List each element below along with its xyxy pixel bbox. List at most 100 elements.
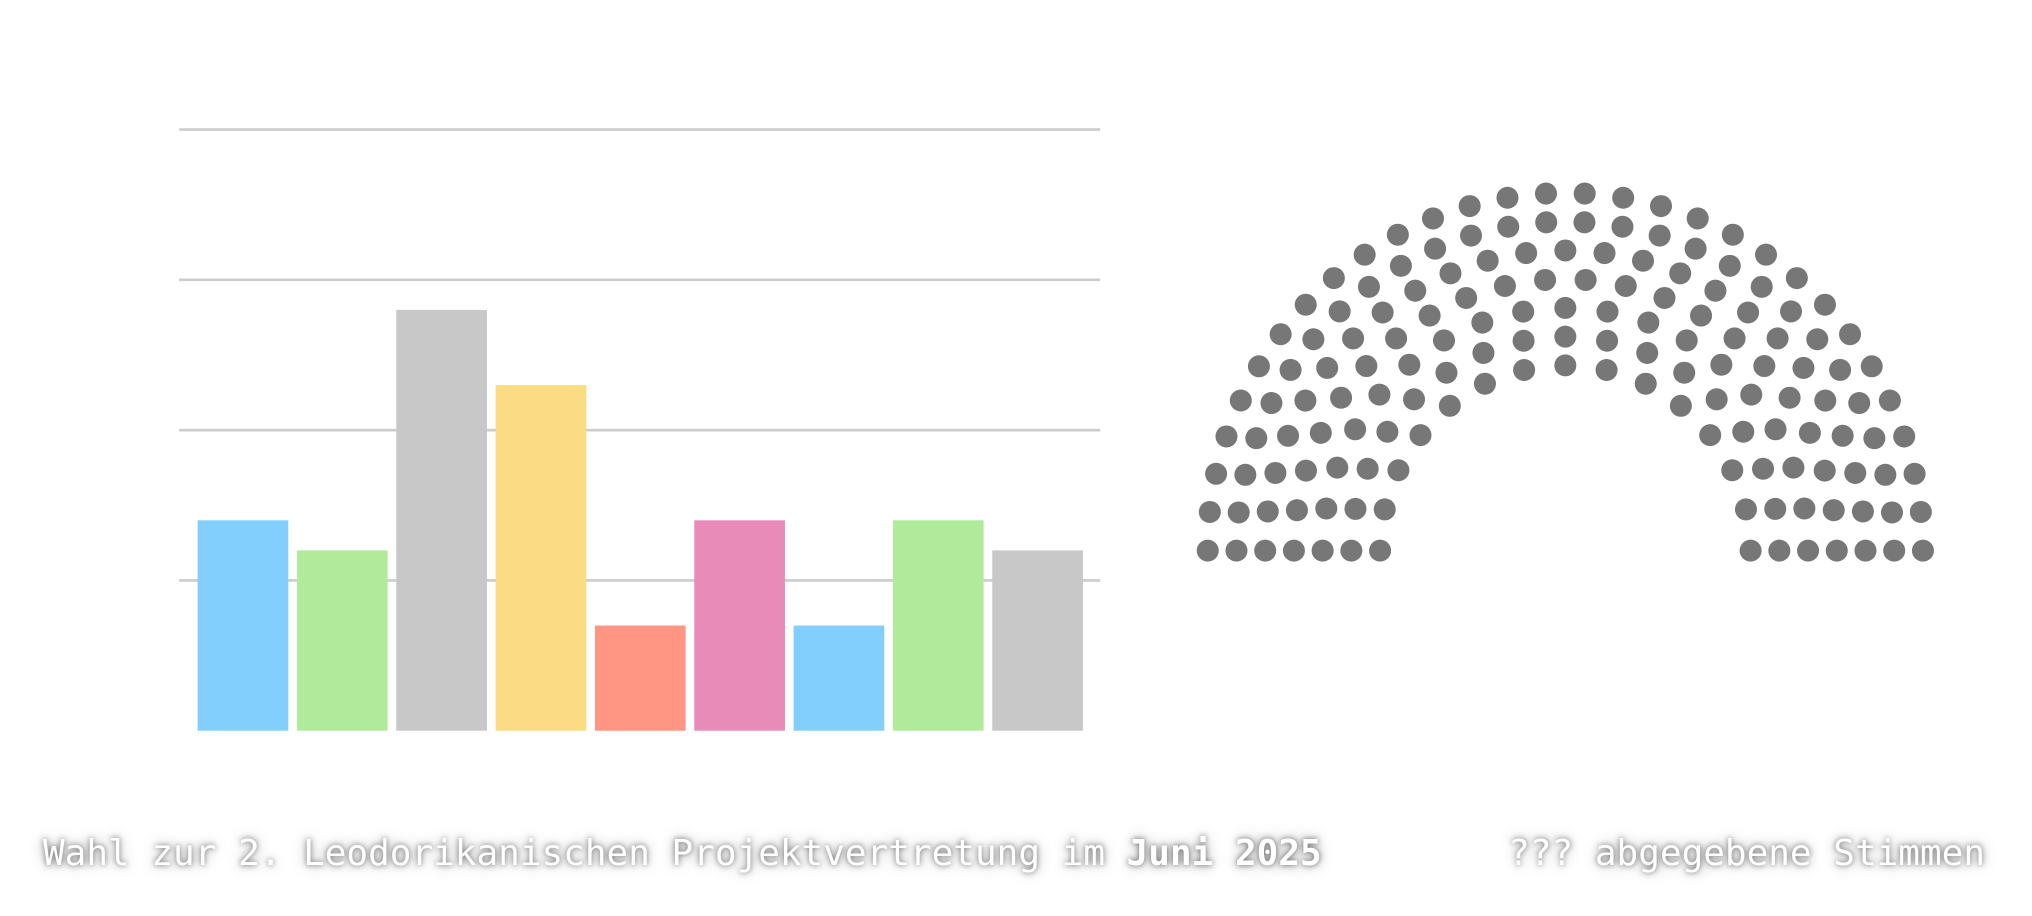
seat [1294,459,1317,482]
seat [1848,392,1871,415]
seat [1874,463,1897,486]
seat [1614,274,1637,298]
bar [197,520,289,731]
seat [1782,456,1805,479]
seat [1705,388,1728,411]
seat [1596,300,1619,323]
seat [1496,186,1519,209]
seat [1739,539,1762,562]
seat [1353,243,1376,266]
seat [1227,501,1250,524]
seat [1766,327,1789,350]
seat [1247,355,1270,378]
seat [1512,329,1535,352]
seat [1669,394,1692,417]
seat [1472,341,1495,364]
caption-text: Wahl zur 2. Leodorikanischen Projektvert… [43,833,1106,874]
seat [1798,421,1821,444]
seat [1471,311,1494,334]
seat [1294,389,1317,412]
seat [1593,242,1616,265]
seat [1653,286,1676,309]
seat [1851,500,1874,523]
seat [1825,539,1848,562]
seat [1458,195,1481,218]
seat [1778,386,1801,409]
seat [1648,224,1671,247]
seat [1473,372,1496,395]
seat [1534,182,1557,205]
seat [1753,355,1776,378]
seat [1309,421,1332,444]
seat [1596,329,1619,352]
seat [1277,424,1300,447]
seat [1460,224,1483,247]
seat [1513,358,1536,382]
seat [1344,497,1367,520]
seat [1326,456,1349,479]
seat [1356,457,1379,480]
seat [1534,268,1557,291]
seat [1721,223,1744,246]
seat [1439,262,1462,285]
seat [1328,300,1351,323]
seat [1282,539,1305,562]
seat [1634,372,1657,395]
seat [1330,386,1353,409]
seat [1229,389,1252,412]
seat [1573,182,1596,205]
seat [1215,425,1238,448]
seat [1302,328,1325,351]
seat [1863,427,1886,450]
bar [793,625,885,731]
seat [1854,539,1877,562]
seat [1880,501,1904,524]
seat [1311,539,1334,562]
seat [1389,254,1412,277]
seat [1806,328,1829,351]
seat [1269,323,1292,346]
seat [1684,237,1707,260]
seat [1421,207,1444,230]
seat [1860,355,1883,378]
seat [1438,394,1461,417]
seat [1704,279,1727,302]
seat [1398,353,1421,376]
seat [1432,329,1455,352]
seat [1554,239,1577,262]
seat [1294,293,1317,316]
seat [1909,500,1932,523]
seat [1734,498,1757,521]
seat [1376,420,1399,443]
seat [1750,275,1773,298]
seat [1205,462,1228,485]
seat [1225,539,1248,562]
seat [1768,539,1791,562]
seat [1831,424,1854,447]
seat [1829,358,1852,381]
seat [1814,389,1837,412]
seat [1245,427,1268,450]
seat [1710,353,1733,376]
seat [1256,500,1279,523]
seat [1455,286,1478,309]
seat [1234,463,1257,486]
seat [1340,539,1363,562]
seat [1699,424,1722,447]
seat [1813,459,1836,482]
seat [1369,539,1392,562]
caption-date: Juni 2025 [1126,833,1322,874]
seat [1196,539,1219,562]
votes-cast: ??? abgegebene Stimmen [1508,833,1985,874]
seat [1893,425,1916,448]
seat [1574,268,1597,291]
seat [1844,461,1867,484]
seat [1595,358,1618,382]
seat [1404,279,1427,302]
seat [1315,497,1338,520]
seat [1371,301,1394,324]
seat [1279,358,1302,381]
seat [1409,424,1432,447]
seat [1797,539,1820,562]
